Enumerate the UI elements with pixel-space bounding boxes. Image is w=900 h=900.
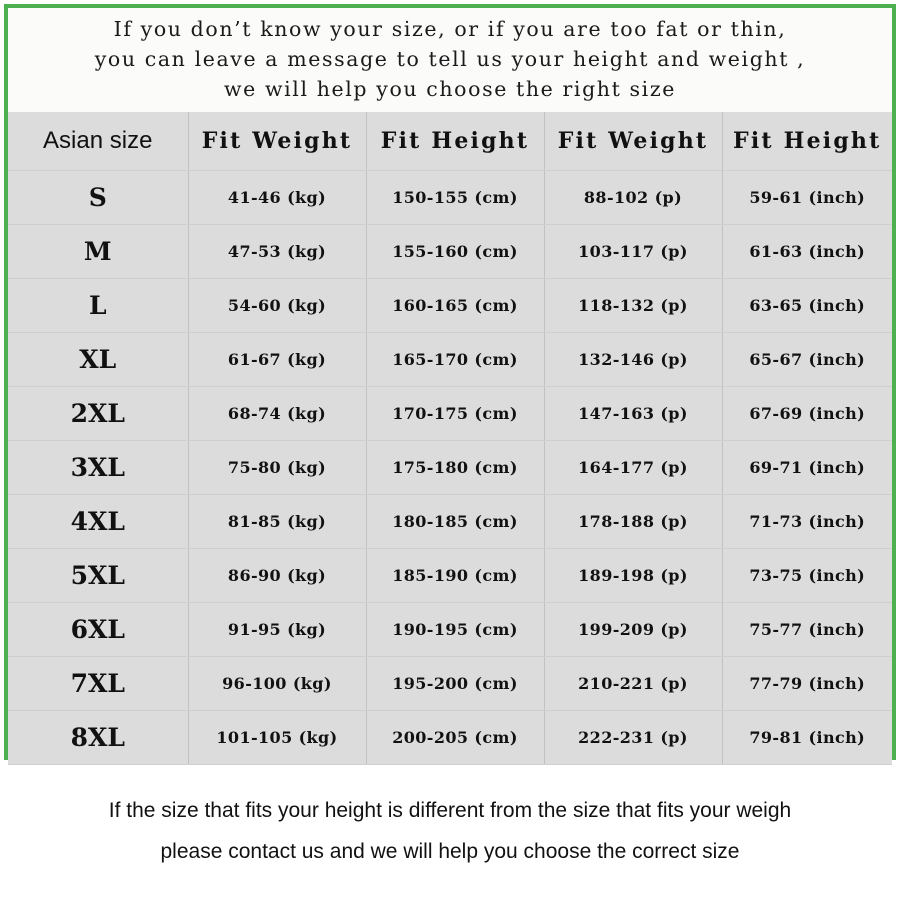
cell-weight-lb: 103-117 (p) <box>544 224 723 279</box>
table-row: L 54-60 (kg) 160-165 (cm) 118-132 (p) 63… <box>8 278 892 333</box>
cell-height-inch: 61-63 (inch) <box>722 224 892 279</box>
table-row: 3XL 75-80 (kg) 175-180 (cm) 164-177 (p) … <box>8 440 892 495</box>
footer-line-1: If the size that fits your height is dif… <box>108 799 792 822</box>
cell-size: S <box>8 170 189 225</box>
column-header-fit-weight-kg: Fit Weight <box>188 112 367 171</box>
cell-weight-lb: 88-102 (p) <box>544 170 723 225</box>
cell-height-inch: 71-73 (inch) <box>722 494 892 549</box>
table-row: XL 61-67 (kg) 165-170 (cm) 132-146 (p) 6… <box>8 332 892 387</box>
notice-line-2: you can leave a message to tell us your … <box>94 47 806 71</box>
cell-height-cm: 195-200 (cm) <box>366 656 545 711</box>
table-row: M 47-53 (kg) 155-160 (cm) 103-117 (p) 61… <box>8 224 892 279</box>
cell-height-cm: 160-165 (cm) <box>366 278 545 333</box>
cell-weight-kg: 47-53 (kg) <box>188 224 367 279</box>
cell-height-inch: 65-67 (inch) <box>722 332 892 387</box>
table-row: 6XL 91-95 (kg) 190-195 (cm) 199-209 (p) … <box>8 602 892 657</box>
cell-size: 8XL <box>8 710 189 765</box>
cell-weight-lb: 178-188 (p) <box>544 494 723 549</box>
column-header-fit-height-cm: Fit Height <box>366 112 545 171</box>
table-row: S 41-46 (kg) 150-155 (cm) 88-102 (p) 59-… <box>8 170 892 225</box>
cell-size: 5XL <box>8 548 189 603</box>
table-row: 5XL 86-90 (kg) 185-190 (cm) 189-198 (p) … <box>8 548 892 603</box>
table-header-row: Asian size Fit Weight Fit Height Fit Wei… <box>8 112 892 171</box>
cell-size: 3XL <box>8 440 189 495</box>
table-row: 8XL 101-105 (kg) 200-205 (cm) 222-231 (p… <box>8 710 892 765</box>
cell-height-cm: 170-175 (cm) <box>366 386 545 441</box>
cell-size: 2XL <box>8 386 189 441</box>
cell-height-cm: 175-180 (cm) <box>366 440 545 495</box>
footer-line-2: please contact us and we will help you c… <box>160 840 740 863</box>
cell-height-inch: 79-81 (inch) <box>722 710 892 765</box>
cell-height-inch: 75-77 (inch) <box>722 602 892 657</box>
cell-height-inch: 77-79 (inch) <box>722 656 892 711</box>
cell-height-cm: 165-170 (cm) <box>366 332 545 387</box>
cell-height-inch: 63-65 (inch) <box>722 278 892 333</box>
cell-weight-kg: 81-85 (kg) <box>188 494 367 549</box>
cell-height-inch: 67-69 (inch) <box>722 386 892 441</box>
notice-line-3: we will help you choose the right size <box>224 77 676 101</box>
cell-weight-lb: 199-209 (p) <box>544 602 723 657</box>
cell-weight-lb: 189-198 (p) <box>544 548 723 603</box>
cell-weight-lb: 210-221 (p) <box>544 656 723 711</box>
cell-height-cm: 185-190 (cm) <box>366 548 545 603</box>
column-header-asian-size: Asian size <box>8 112 189 171</box>
footer-note: If the size that fits your height is dif… <box>0 790 900 872</box>
cell-weight-lb: 132-146 (p) <box>544 332 723 387</box>
cell-height-cm: 150-155 (cm) <box>366 170 545 225</box>
cell-weight-kg: 41-46 (kg) <box>188 170 367 225</box>
cell-height-cm: 155-160 (cm) <box>366 224 545 279</box>
cell-weight-lb: 222-231 (p) <box>544 710 723 765</box>
notice-banner: If you don’t know your size, or if you a… <box>8 8 892 112</box>
cell-weight-lb: 147-163 (p) <box>544 386 723 441</box>
cell-size: L <box>8 278 189 333</box>
cell-weight-kg: 86-90 (kg) <box>188 548 367 603</box>
cell-height-inch: 69-71 (inch) <box>722 440 892 495</box>
cell-weight-lb: 118-132 (p) <box>544 278 723 333</box>
cell-weight-lb: 164-177 (p) <box>544 440 723 495</box>
notice-line-1: If you don’t know your size, or if you a… <box>113 17 787 41</box>
cell-weight-kg: 68-74 (kg) <box>188 386 367 441</box>
cell-weight-kg: 91-95 (kg) <box>188 602 367 657</box>
column-header-fit-weight-lb: Fit Weight <box>544 112 723 171</box>
cell-size: 4XL <box>8 494 189 549</box>
cell-size: XL <box>8 332 189 387</box>
table-row: 4XL 81-85 (kg) 180-185 (cm) 178-188 (p) … <box>8 494 892 549</box>
column-header-fit-height-inch: Fit Height <box>722 112 892 171</box>
cell-weight-kg: 75-80 (kg) <box>188 440 367 495</box>
table-row: 7XL 96-100 (kg) 195-200 (cm) 210-221 (p)… <box>8 656 892 711</box>
cell-height-cm: 200-205 (cm) <box>366 710 545 765</box>
cell-height-cm: 190-195 (cm) <box>366 602 545 657</box>
cell-weight-kg: 61-67 (kg) <box>188 332 367 387</box>
cell-height-inch: 73-75 (inch) <box>722 548 892 603</box>
table-row: 2XL 68-74 (kg) 170-175 (cm) 147-163 (p) … <box>8 386 892 441</box>
cell-height-cm: 180-185 (cm) <box>366 494 545 549</box>
cell-size: M <box>8 224 189 279</box>
table-body: S 41-46 (kg) 150-155 (cm) 88-102 (p) 59-… <box>8 170 892 765</box>
cell-size: 6XL <box>8 602 189 657</box>
size-chart-table: Asian size Fit Weight Fit Height Fit Wei… <box>8 112 892 765</box>
cell-weight-kg: 96-100 (kg) <box>188 656 367 711</box>
cell-size: 7XL <box>8 656 189 711</box>
cell-weight-kg: 54-60 (kg) <box>188 278 367 333</box>
size-chart-frame: If you don’t know your size, or if you a… <box>4 4 896 765</box>
cell-weight-kg: 101-105 (kg) <box>188 710 367 765</box>
cell-height-inch: 59-61 (inch) <box>722 170 892 225</box>
